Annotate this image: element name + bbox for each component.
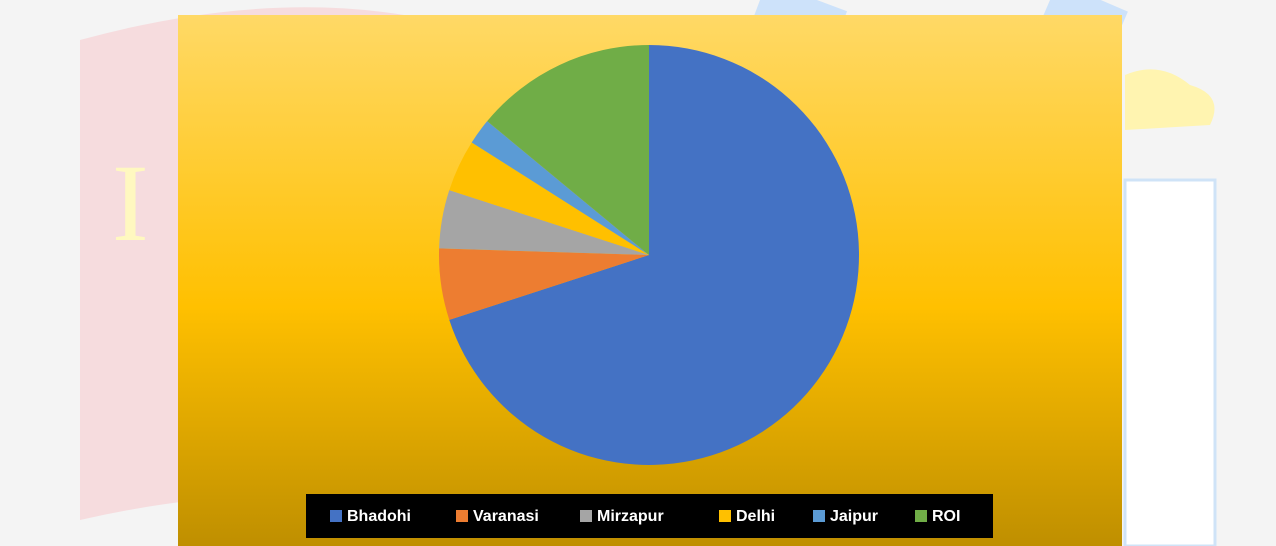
legend-label: Mirzapur <box>597 508 664 525</box>
svg-text:I: I <box>112 142 149 264</box>
legend-swatch <box>330 510 342 522</box>
legend-swatch <box>915 510 927 522</box>
legend-label: Jaipur <box>830 508 878 525</box>
legend-swatch <box>580 510 592 522</box>
legend-label: Delhi <box>736 508 775 525</box>
legend-swatch <box>719 510 731 522</box>
legend-swatch <box>456 510 468 522</box>
screen: I Bhadohi Varanasi Mirzapur Delhi Jaipur ROI <box>0 0 1276 546</box>
legend-swatch <box>813 510 825 522</box>
legend-label: Bhadohi <box>347 508 411 525</box>
page: {"chart_data": {"type": "pie", "categori… <box>0 0 1276 546</box>
legend-label: Varanasi <box>473 508 539 525</box>
legend-label: ROI <box>932 508 960 525</box>
